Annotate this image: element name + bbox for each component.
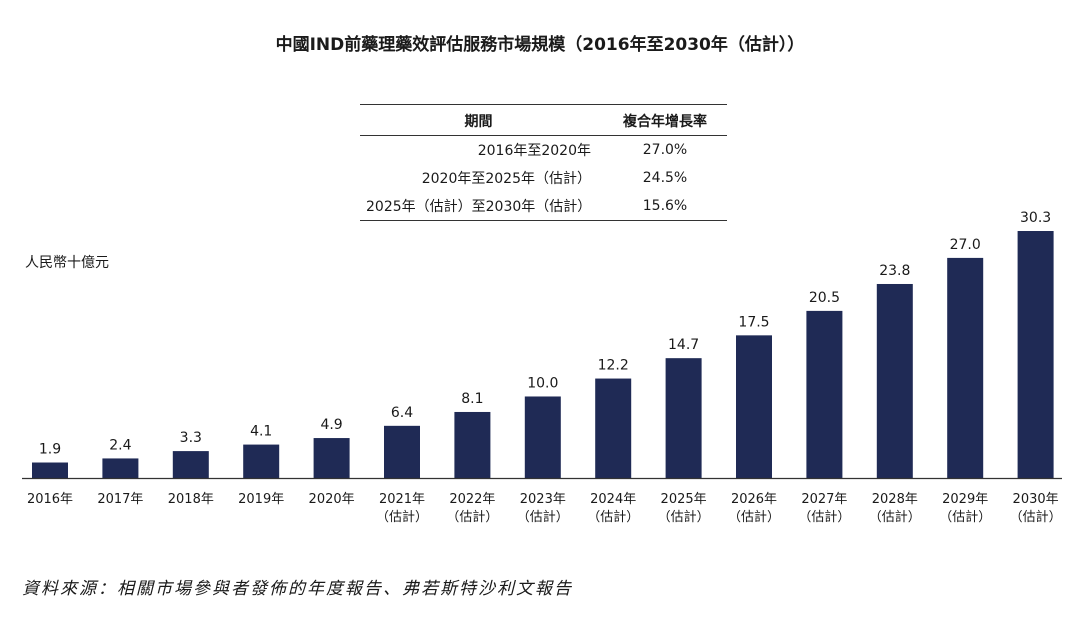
- x-tick-label: 2022年: [449, 492, 495, 507]
- x-tick-label: 2028年: [872, 492, 918, 507]
- bar: [806, 310, 843, 478]
- data-label: 2.4: [109, 437, 131, 453]
- cagr-rate: 24.5%: [642, 170, 688, 186]
- bar: [313, 438, 350, 478]
- bar-chart: 1.9 2016年 2.4 2017年 3.3 2018年 4.1 2019年 4.9 2020年…: [22, 210, 1062, 525]
- bar: [102, 458, 139, 478]
- cagr-table: 期間 複合年增長率 2016年至2020年 27.0% 2020年至2025年（…: [360, 104, 727, 221]
- x-tick-note: （估計）: [1010, 509, 1062, 525]
- x-tick-label: 2026年: [731, 492, 777, 507]
- x-tick-note: （估計）: [658, 509, 710, 525]
- x-tick-note: （估計）: [376, 509, 428, 525]
- bar: [876, 283, 913, 478]
- cagr-period: 2025年（估計）至2030年（估計）: [360, 192, 603, 221]
- cagr-rate: 15.6%: [603, 192, 727, 221]
- data-label: 20.5: [809, 290, 840, 306]
- data-label: 14.7: [668, 337, 699, 353]
- chart-title: 中國IND前藥理藥效評估服務市場規模（2016年至2030年（估計））: [275, 35, 805, 55]
- data-label: 30.3: [1020, 210, 1051, 226]
- data-label: 23.8: [879, 263, 910, 279]
- source-note: 資料來源：相關市場參與者發佈的年度報告、弗若斯特沙利文報告: [22, 579, 573, 599]
- x-tick-note: （估計）: [939, 509, 991, 525]
- cagr-header-period: 期間: [360, 104, 603, 136]
- x-tick-note: （估計）: [798, 509, 850, 525]
- data-label: 8.1: [461, 391, 483, 407]
- bar: [665, 358, 702, 478]
- cagr-header-rate: 複合年增長率: [603, 104, 727, 136]
- x-tick-note: （估計）: [517, 509, 569, 525]
- bar: [947, 257, 984, 478]
- data-label: 1.9: [39, 442, 61, 458]
- bar: [384, 425, 420, 478]
- cagr-header-row: 期間 複合年增長率: [360, 104, 727, 136]
- x-tick-label: 2018年: [168, 492, 214, 507]
- data-label: 27.0: [950, 237, 981, 253]
- bar: [1017, 231, 1054, 478]
- cagr-period: 2016年至2020年: [477, 143, 591, 159]
- cagr-period: 2020年至2025年（估計）: [421, 171, 591, 187]
- cagr-rate: 27.0%: [642, 142, 688, 158]
- data-label: 17.5: [738, 314, 769, 330]
- bar: [454, 411, 491, 478]
- x-tick-note: （估計）: [587, 509, 639, 525]
- x-tick-label: 2017年: [97, 492, 143, 507]
- cagr-row: 2020年至2025年（估計） 24.5%: [360, 164, 727, 192]
- cagr-row: 2025年（估計）至2030年（估計） 15.6%: [360, 192, 727, 221]
- bar: [524, 396, 561, 478]
- x-tick-label: 2023年: [520, 492, 566, 507]
- x-tick-label: 2016年: [27, 492, 73, 507]
- x-tick-label: 2021年: [379, 492, 425, 507]
- data-label: 3.3: [180, 430, 202, 446]
- x-tick-label: 2020年: [309, 492, 355, 507]
- bar: [595, 378, 632, 478]
- cagr-row: 2016年至2020年 27.0%: [360, 136, 727, 165]
- bar: [243, 444, 280, 478]
- x-tick-label: 2019年: [238, 492, 284, 507]
- data-label: 4.9: [320, 417, 342, 433]
- x-tick-label: 2030年: [1013, 492, 1059, 507]
- x-tick-label: 2027年: [801, 492, 847, 507]
- x-tick-note: （估計）: [869, 509, 921, 525]
- x-tick-label: 2029年: [942, 492, 988, 507]
- x-tick-label: 2024年: [590, 492, 636, 507]
- bar: [32, 462, 68, 478]
- data-label: 4.1: [250, 424, 272, 440]
- bar: [172, 451, 209, 478]
- y-axis-unit-label: 人民幣十億元: [25, 255, 109, 271]
- x-tick-note: （估計）: [728, 509, 780, 525]
- x-tick-label: 2025年: [661, 492, 707, 507]
- bar: [736, 335, 772, 478]
- x-tick-note: （估計）: [446, 509, 498, 525]
- data-label: 12.2: [598, 358, 629, 374]
- data-label: 10.0: [527, 375, 558, 391]
- data-label: 6.4: [391, 405, 413, 421]
